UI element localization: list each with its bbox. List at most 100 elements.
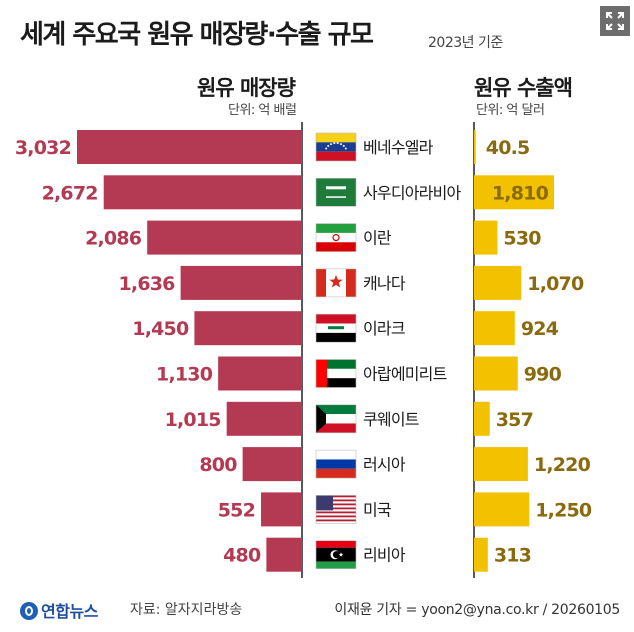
country-label: 이라크 bbox=[363, 319, 405, 338]
russia-flag-border bbox=[315, 449, 357, 479]
logo-icon bbox=[20, 602, 38, 620]
reserves-bar-3 bbox=[180, 265, 302, 300]
exports-bar-6 bbox=[474, 401, 490, 436]
chart-subtitle: 2023년 기준 bbox=[428, 35, 503, 51]
kuwait-flag bbox=[316, 404, 356, 415]
venezuela-flag-border bbox=[315, 132, 357, 162]
usa-flag-stripe bbox=[316, 499, 356, 502]
venezuela-flag-star bbox=[339, 143, 342, 146]
reserves-bar-5 bbox=[218, 356, 302, 391]
exports-value-label: 357 bbox=[496, 409, 533, 431]
expand-button[interactable] bbox=[600, 6, 630, 36]
libya-flag-crescent-cut bbox=[332, 551, 341, 559]
venezuela-flag-star bbox=[333, 142, 336, 145]
exports-bar-8 bbox=[474, 492, 530, 527]
iran-flag-border bbox=[315, 223, 357, 252]
russia-flag bbox=[316, 459, 356, 469]
reserves-value-label: 1,130 bbox=[156, 364, 213, 386]
venezuela-flag-star bbox=[330, 143, 333, 146]
canada-flag-border bbox=[315, 268, 357, 298]
libya-flag-border bbox=[315, 540, 357, 570]
iran-flag-emblem bbox=[332, 234, 340, 242]
venezuela-flag bbox=[316, 142, 356, 152]
reserves-value-label: 1,450 bbox=[132, 318, 189, 340]
country-label: 이란 bbox=[363, 229, 392, 248]
exports-value-label: 990 bbox=[524, 364, 562, 386]
iraq-flag bbox=[316, 332, 356, 343]
usa-flag-stripe bbox=[316, 507, 356, 510]
venezuela-flag-star bbox=[327, 144, 330, 147]
credit-note: 이재윤 기자 = yoon2@yna.co.kr / 20260105 bbox=[334, 602, 620, 618]
saudi-arabia-flag-script bbox=[326, 186, 346, 190]
venezuela-flag bbox=[316, 133, 356, 143]
exports-bar-9 bbox=[474, 537, 488, 572]
country-label: 베네수엘라 bbox=[363, 138, 434, 157]
yonhap-logo: 연합뉴스 bbox=[20, 598, 98, 622]
chart-title: 세계 주요국 원유 매장량·수출 규모 bbox=[20, 20, 374, 50]
venezuela-flag-star bbox=[342, 144, 345, 147]
reserves-value-label: 480 bbox=[223, 545, 261, 567]
country-label: 사우디아라비아 bbox=[363, 183, 462, 202]
country-label: 리비아 bbox=[363, 546, 406, 565]
exports-bar-3 bbox=[474, 265, 522, 300]
usa-flag-stripe bbox=[316, 521, 356, 524]
reserves-value-label: 800 bbox=[199, 454, 237, 476]
uae-flag bbox=[327, 368, 356, 379]
exports-value-label: 1,810 bbox=[492, 182, 549, 204]
saudi-arabia-flag-sword bbox=[326, 196, 346, 198]
exports-value-label: 1,250 bbox=[535, 499, 592, 521]
canada-flag-maple-leaf bbox=[329, 274, 343, 288]
libya-flag bbox=[316, 540, 356, 548]
libya-flag bbox=[316, 561, 356, 569]
canada-flag-band bbox=[346, 268, 356, 297]
iraq-flag bbox=[316, 314, 356, 324]
kuwait-flag-border bbox=[315, 404, 357, 434]
reserves-value-label: 2,672 bbox=[42, 182, 98, 204]
venezuela-flag-star bbox=[344, 147, 347, 150]
usa-flag-stripe bbox=[316, 503, 356, 506]
usa-flag-stripe bbox=[316, 511, 356, 514]
usa-flag-stripe bbox=[316, 515, 356, 518]
country-label: 아랍에미리트 bbox=[363, 365, 447, 384]
reserves-unit: 단위: 억 배럴 bbox=[228, 103, 297, 118]
usa-flag-canton bbox=[316, 495, 333, 511]
exports-value-label: 40.5 bbox=[486, 137, 530, 159]
usa-flag-stripe bbox=[316, 519, 356, 522]
exports-value-label: 1,070 bbox=[527, 273, 584, 295]
exports-bar-1 bbox=[474, 175, 554, 210]
russia-flag bbox=[316, 450, 356, 460]
country-label: 쿠웨이트 bbox=[363, 410, 419, 429]
exports-bar-0 bbox=[474, 130, 476, 164]
exports-title: 원유 수출액 bbox=[474, 76, 573, 100]
iraq-flag-script bbox=[328, 326, 344, 330]
usa-flag-stripe bbox=[316, 497, 356, 500]
russia-flag bbox=[316, 468, 356, 479]
venezuela-flag-star bbox=[325, 147, 328, 150]
usa-flag-stripe bbox=[316, 513, 356, 516]
kuwait-flag bbox=[316, 423, 356, 433]
country-label: 미국 bbox=[363, 500, 391, 519]
exports-bar-2 bbox=[474, 220, 498, 255]
reserves-bar-2 bbox=[147, 220, 302, 255]
libya-flag-star bbox=[338, 552, 344, 557]
exports-value-label: 530 bbox=[503, 228, 541, 250]
exports-bar-7 bbox=[474, 447, 528, 482]
reserves-bar-8 bbox=[261, 492, 302, 527]
usa-flag-stripe bbox=[316, 505, 356, 508]
saudi-arabia-flag-border bbox=[315, 178, 357, 207]
uae-flag-border bbox=[315, 359, 357, 388]
kuwait-flag-trapezoid bbox=[316, 404, 326, 433]
iran-flag bbox=[316, 242, 356, 252]
reserves-bar-6 bbox=[226, 401, 302, 436]
country-label: 캐나다 bbox=[363, 274, 406, 293]
usa-flag-border bbox=[315, 495, 357, 524]
reserves-bar-4 bbox=[194, 311, 302, 346]
usa-flag-stripe bbox=[316, 509, 356, 512]
logo-text: 연합뉴스 bbox=[41, 602, 98, 621]
exports-unit: 단위: 억 달러 bbox=[476, 103, 545, 118]
reserves-value-label: 1,015 bbox=[165, 409, 221, 431]
exports-bar-5 bbox=[474, 356, 518, 391]
venezuela-flag-star bbox=[336, 142, 339, 145]
source-note: 자료: 알자지라방송 bbox=[130, 602, 243, 618]
